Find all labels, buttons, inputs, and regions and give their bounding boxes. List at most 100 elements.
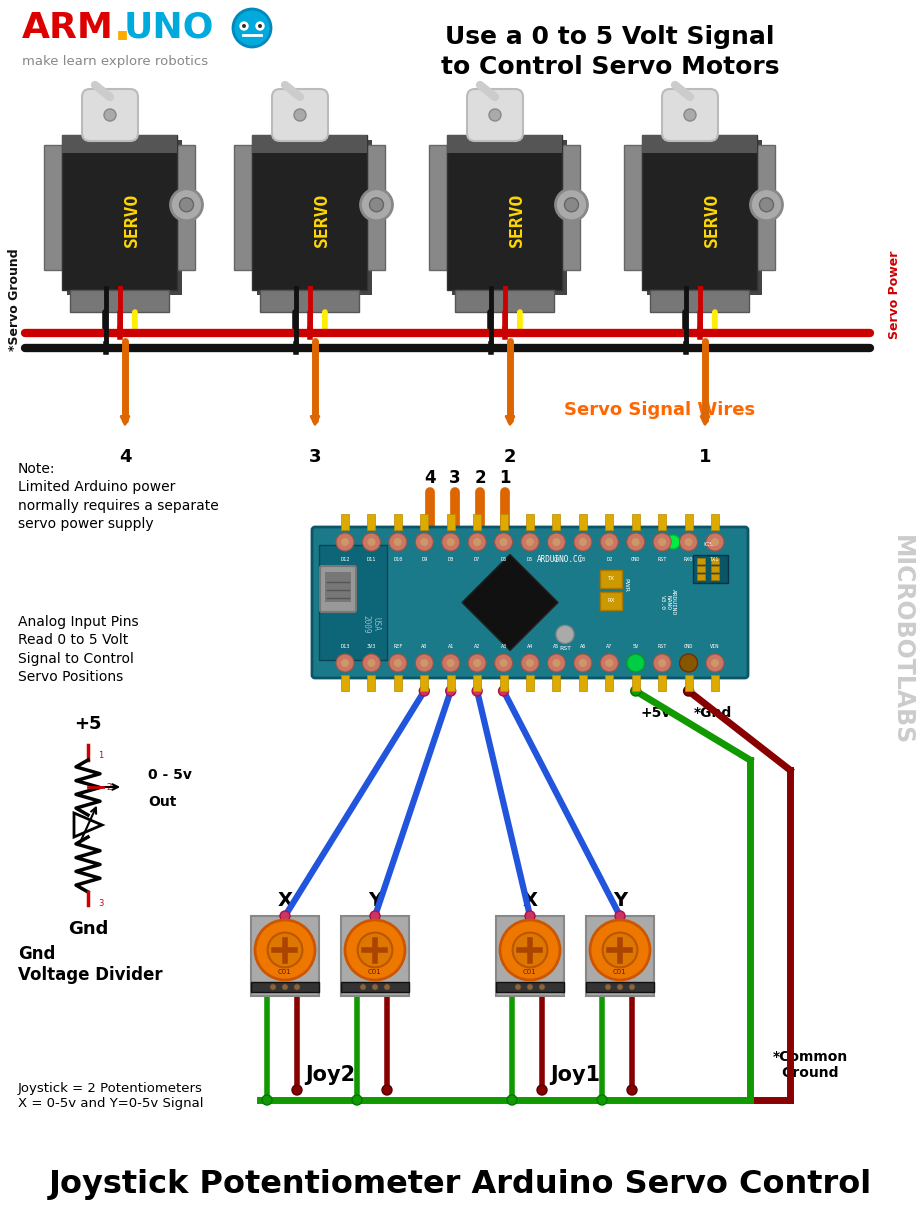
Bar — [452, 140, 567, 294]
Bar — [252, 135, 367, 153]
Circle shape — [602, 933, 637, 967]
Bar — [341, 514, 348, 530]
Bar — [62, 135, 177, 290]
Text: SERVO: SERVO — [312, 193, 331, 248]
Circle shape — [710, 659, 719, 667]
Circle shape — [551, 659, 560, 667]
Text: RST: RST — [559, 647, 571, 652]
Circle shape — [489, 109, 501, 121]
Circle shape — [759, 198, 773, 212]
Circle shape — [683, 109, 696, 121]
Circle shape — [282, 984, 288, 990]
Bar — [455, 290, 554, 312]
Text: 2: 2 — [504, 448, 516, 466]
Circle shape — [526, 659, 533, 667]
Text: MICROBOTLABS: MICROBOTLABS — [889, 535, 913, 745]
Circle shape — [170, 189, 202, 221]
Circle shape — [255, 920, 314, 980]
Circle shape — [578, 537, 586, 546]
Text: *Common
Ground: *Common Ground — [772, 1050, 846, 1080]
Bar — [429, 145, 447, 270]
Text: A1: A1 — [448, 644, 453, 649]
Bar — [710, 566, 719, 572]
Text: A3: A3 — [500, 644, 506, 649]
Bar — [499, 514, 507, 530]
Circle shape — [359, 984, 366, 990]
Bar — [495, 917, 563, 996]
Bar — [420, 514, 428, 530]
Bar — [447, 675, 454, 691]
Bar — [562, 145, 580, 270]
Text: Joystick Potentiometer Arduino Servo Control: Joystick Potentiometer Arduino Servo Con… — [49, 1169, 870, 1200]
Text: D13: D13 — [340, 644, 349, 649]
Text: GND: GND — [630, 557, 640, 562]
Circle shape — [468, 533, 485, 551]
Text: Y: Y — [612, 891, 627, 909]
Circle shape — [578, 659, 586, 667]
Text: Y: Y — [368, 891, 381, 909]
Circle shape — [335, 654, 354, 672]
Text: A6: A6 — [579, 644, 585, 649]
Circle shape — [665, 535, 679, 548]
Bar — [578, 514, 586, 530]
Text: SERVO: SERVO — [702, 193, 720, 248]
Circle shape — [472, 659, 481, 667]
Bar — [472, 514, 481, 530]
Circle shape — [179, 198, 193, 212]
Circle shape — [525, 910, 535, 921]
Circle shape — [233, 9, 271, 47]
Circle shape — [255, 22, 264, 29]
FancyBboxPatch shape — [662, 90, 717, 141]
Circle shape — [104, 109, 116, 121]
Circle shape — [341, 537, 348, 546]
Circle shape — [262, 1094, 272, 1106]
Circle shape — [705, 654, 723, 672]
Circle shape — [369, 910, 380, 921]
Circle shape — [381, 1085, 391, 1094]
Circle shape — [367, 659, 375, 667]
Bar — [420, 675, 428, 691]
Text: RST: RST — [657, 557, 666, 562]
Text: A4: A4 — [527, 644, 532, 649]
Circle shape — [515, 984, 520, 990]
Circle shape — [599, 654, 618, 672]
Bar — [71, 290, 169, 312]
Circle shape — [357, 933, 392, 967]
Circle shape — [441, 654, 460, 672]
Circle shape — [679, 654, 697, 672]
Circle shape — [369, 198, 383, 212]
Bar — [605, 514, 613, 530]
Text: Gnd
Voltage Divider: Gnd Voltage Divider — [18, 945, 163, 984]
Text: Joy2: Joy2 — [304, 1065, 355, 1085]
FancyBboxPatch shape — [312, 528, 747, 679]
Bar — [526, 675, 533, 691]
Circle shape — [471, 686, 482, 696]
Bar — [499, 675, 507, 691]
Bar — [657, 514, 665, 530]
Text: .: . — [113, 2, 131, 50]
Circle shape — [499, 659, 507, 667]
Circle shape — [573, 533, 591, 551]
Circle shape — [472, 537, 481, 546]
Text: REF: REF — [392, 644, 403, 649]
Circle shape — [441, 533, 460, 551]
Circle shape — [294, 109, 306, 121]
Circle shape — [652, 533, 671, 551]
Text: TX1: TX1 — [709, 557, 719, 562]
Circle shape — [414, 654, 433, 672]
Circle shape — [362, 654, 380, 672]
Text: ARDUINO
NANO
V3.0: ARDUINO NANO V3.0 — [659, 589, 675, 616]
Text: make learn explore robotics: make learn explore robotics — [22, 55, 208, 69]
Circle shape — [468, 654, 485, 672]
Bar — [447, 514, 454, 530]
Bar — [710, 514, 719, 530]
Circle shape — [547, 654, 565, 672]
Text: 1: 1 — [698, 448, 710, 466]
Circle shape — [589, 920, 650, 980]
Circle shape — [447, 659, 454, 667]
Circle shape — [267, 933, 302, 967]
Text: 1: 1 — [98, 751, 103, 760]
Text: D11: D11 — [367, 557, 376, 562]
Circle shape — [335, 533, 354, 551]
Polygon shape — [461, 555, 558, 650]
